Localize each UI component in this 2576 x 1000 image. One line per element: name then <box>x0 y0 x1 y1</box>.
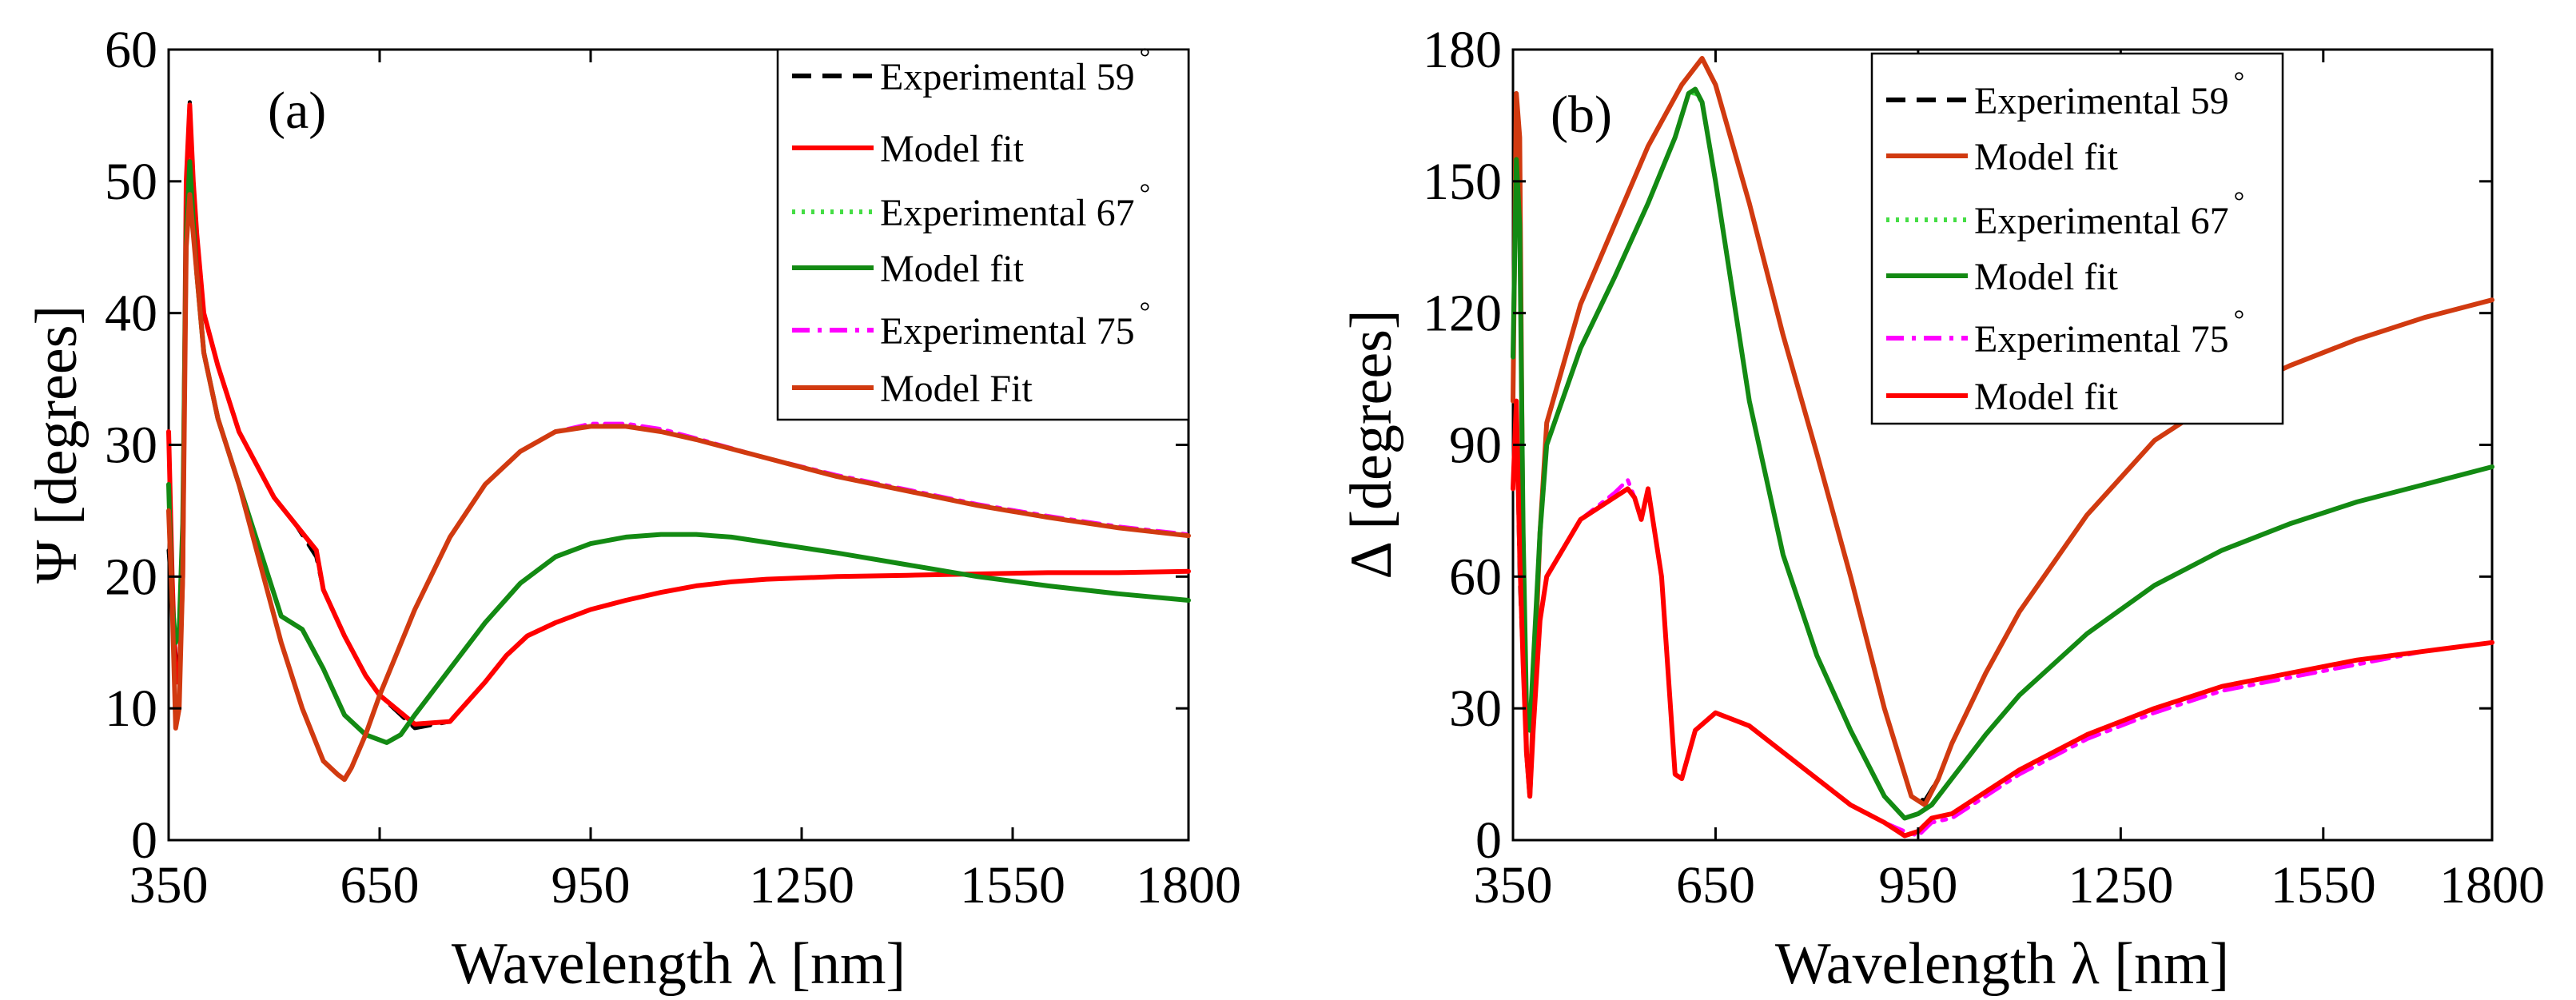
panel-b-ylabel: Δ [degrees] <box>1339 309 1404 579</box>
panel-b-xtick-label: 350 <box>1474 856 1553 914</box>
panel-a-xlabel: Wavelength λ [nm] <box>452 931 906 997</box>
panel-a-series-line-1 <box>166 102 1191 727</box>
panel-b-xtick-label: 650 <box>1676 856 1755 914</box>
panel-a-legend-box <box>776 48 1190 421</box>
panel-a-ytick-label: 10 <box>105 679 157 738</box>
panel-b-series-line-4 <box>1511 399 2494 838</box>
panel-a-ytick-label: 0 <box>131 811 157 870</box>
panel-b-legend-label-5: Model fit <box>1974 376 2119 418</box>
panel-a-xtick-label: 650 <box>340 856 420 914</box>
panel-b-ytick-label: 180 <box>1423 21 1502 79</box>
panel-b-legend-label-1: Model fit <box>1974 136 2119 178</box>
panel-b-legend-label-0: Experimental 59 <box>1974 80 2229 122</box>
panel-b-xtick-label: 1550 <box>2271 856 2376 914</box>
panel-a-ytick-label: 40 <box>105 285 157 343</box>
panel-a-legend-degree-2: ° <box>1140 179 1151 209</box>
panel-a-series-line-5 <box>166 192 1191 783</box>
panel-b-legend-degree-2: ° <box>2234 187 2245 217</box>
panel-a-xtick-label: 350 <box>129 856 209 914</box>
panel-a-legend-label-3: Model fit <box>880 248 1025 290</box>
panel-a-legend-label-2: Experimental 67 <box>880 192 1135 234</box>
panel-a-xtick-label: 1550 <box>960 856 1065 914</box>
panel-b-ytick-label: 120 <box>1423 285 1502 343</box>
panel-a-ytick-label: 50 <box>105 153 157 211</box>
panel-b-ytick-label: 90 <box>1449 416 1502 475</box>
panel-a-label: (a) <box>268 82 326 140</box>
panel-a-xtick-label: 1800 <box>1136 856 1241 914</box>
panel-b-legend-label-4: Experimental 75 <box>1974 318 2229 361</box>
panel-a-ytick-label: 30 <box>105 416 157 475</box>
panel-a-chart: 350 650 950 1250 1550 1800 0 10 20 30 40 50 60 (a) W… <box>24 21 1241 997</box>
panel-b-series-line-3 <box>1511 86 2494 821</box>
panel-a-xtick-label: 1250 <box>749 856 854 914</box>
panel-b-legend-label-3: Model fit <box>1974 256 2119 298</box>
panel-b-label: (b) <box>1551 86 1612 144</box>
panel-a-ticks-layer: 350 650 950 1250 1550 1800 0 10 20 30 40 50 60 <box>105 21 1241 914</box>
panel-b-xtick-label: 950 <box>1878 856 1957 914</box>
panel-b-legend-degree-0: ° <box>2234 67 2245 97</box>
panel-b-legend-label-2: Experimental 67 <box>1974 200 2229 242</box>
panel-b-legend-box <box>1870 52 2284 425</box>
panel-b-chart: 350 650 950 1250 1550 1800 0 30 60 90 120 150 180 (b… <box>1339 21 2545 997</box>
panel-a-ytick-label: 60 <box>105 21 157 79</box>
panel-b-ytick-label: 30 <box>1449 679 1502 738</box>
panel-b-ytick-label: 150 <box>1423 153 1502 211</box>
panel-a-legend-degree-0: ° <box>1140 43 1151 73</box>
panel-a-legend-degree-4: ° <box>1140 297 1151 327</box>
panel-b-series-line-5 <box>1511 398 2494 839</box>
panel-b-ytick-label: 0 <box>1475 811 1502 870</box>
panel-a-series-layer <box>166 100 1191 783</box>
panel-b-ticks-layer: 350 650 950 1250 1550 1800 0 30 60 90 120 150 180 <box>1423 21 2545 914</box>
panel-a-ylabel: Ψ [degrees] <box>24 305 90 584</box>
panel-a-series-line-3 <box>166 159 1191 745</box>
panel-a-legend-label-0: Experimental 59 <box>880 56 1135 98</box>
panel-b-series-layer <box>1511 56 2494 839</box>
panel-a-xtick-label: 950 <box>551 856 631 914</box>
panel-b-xtick-label: 1250 <box>2068 856 2173 914</box>
panel-b-xlabel: Wavelength λ [nm] <box>1775 931 2229 997</box>
panel-a-legend-label-4: Experimental 75 <box>880 310 1135 353</box>
panel-a-ytick-label: 20 <box>105 548 157 606</box>
panel-a-legend-label-5: Model Fit <box>880 368 1033 410</box>
panel-b-xtick-label: 1800 <box>2439 856 2545 914</box>
panel-b-ytick-label: 60 <box>1449 548 1502 606</box>
panel-a-legend-label-1: Model fit <box>880 128 1025 170</box>
panel-b-legend-degree-4: ° <box>2234 305 2245 335</box>
